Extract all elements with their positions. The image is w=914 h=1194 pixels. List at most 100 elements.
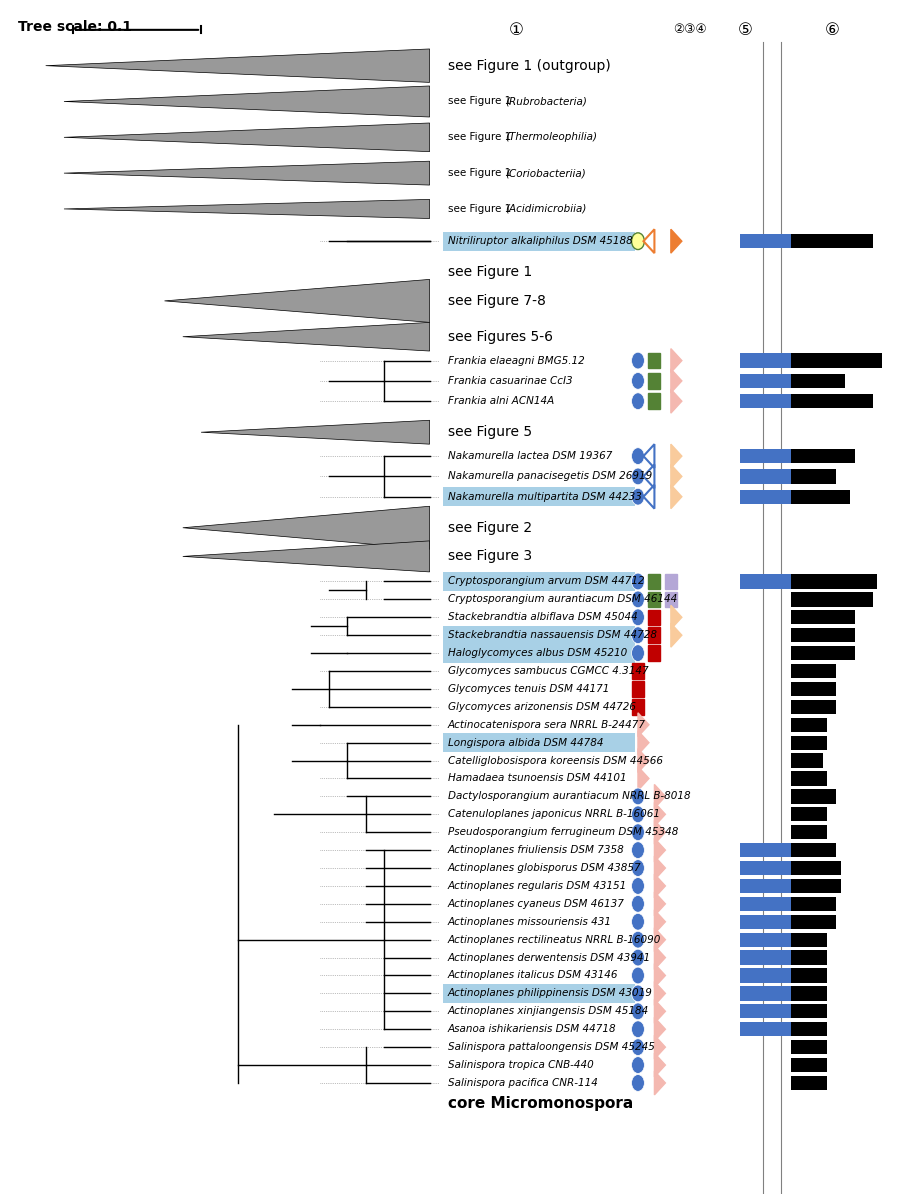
FancyBboxPatch shape xyxy=(740,394,791,408)
Text: Glycomyces arizonensis DSM 44726: Glycomyces arizonensis DSM 44726 xyxy=(448,702,636,712)
FancyBboxPatch shape xyxy=(665,573,676,589)
Polygon shape xyxy=(64,199,430,219)
Text: (Rubrobacteria): (Rubrobacteria) xyxy=(505,97,587,106)
Polygon shape xyxy=(64,86,430,117)
Circle shape xyxy=(632,1003,644,1020)
Text: see Figure 1: see Figure 1 xyxy=(448,133,515,142)
Polygon shape xyxy=(671,464,682,488)
Circle shape xyxy=(632,233,644,250)
Circle shape xyxy=(632,448,644,464)
FancyBboxPatch shape xyxy=(791,753,823,768)
FancyBboxPatch shape xyxy=(649,628,660,642)
Polygon shape xyxy=(183,322,430,351)
FancyBboxPatch shape xyxy=(740,234,791,248)
Circle shape xyxy=(632,806,644,823)
Polygon shape xyxy=(638,731,649,755)
Circle shape xyxy=(632,352,644,369)
Text: Actinoplanes friuliensis DSM 7358: Actinoplanes friuliensis DSM 7358 xyxy=(448,845,624,855)
FancyBboxPatch shape xyxy=(632,700,643,714)
Text: ②③④: ②③④ xyxy=(674,24,707,36)
Circle shape xyxy=(632,1075,644,1091)
FancyBboxPatch shape xyxy=(740,861,791,875)
Text: Actinoplanes globisporus DSM 43857: Actinoplanes globisporus DSM 43857 xyxy=(448,863,642,873)
Text: Dactylosporangium aurantiacum NRRL B-8018: Dactylosporangium aurantiacum NRRL B-801… xyxy=(448,792,690,801)
Circle shape xyxy=(632,393,644,410)
Text: Actinoplanes rectilineatus NRRL B-16090: Actinoplanes rectilineatus NRRL B-16090 xyxy=(448,935,661,944)
Text: Frankia casuarinae CcI3: Frankia casuarinae CcI3 xyxy=(448,376,572,386)
Text: Actinoplanes cyaneus DSM 46137: Actinoplanes cyaneus DSM 46137 xyxy=(448,899,625,909)
Text: Frankia elaeagni BMG5.12: Frankia elaeagni BMG5.12 xyxy=(448,356,585,365)
Polygon shape xyxy=(183,541,430,572)
Text: Actinoplanes italicus DSM 43146: Actinoplanes italicus DSM 43146 xyxy=(448,971,619,980)
Polygon shape xyxy=(183,506,430,549)
Text: Hamadaea tsunoensis DSM 44101: Hamadaea tsunoensis DSM 44101 xyxy=(448,774,626,783)
FancyBboxPatch shape xyxy=(443,644,635,663)
Polygon shape xyxy=(654,874,665,898)
Polygon shape xyxy=(654,892,665,916)
Polygon shape xyxy=(671,444,682,468)
Text: Catenuloplanes japonicus NRRL B-16061: Catenuloplanes japonicus NRRL B-16061 xyxy=(448,810,660,819)
Text: see Figure 1 (outgroup): see Figure 1 (outgroup) xyxy=(448,59,611,73)
FancyBboxPatch shape xyxy=(740,1022,791,1036)
Text: see Figure 1: see Figure 1 xyxy=(448,204,515,214)
Text: see Figures 5-6: see Figures 5-6 xyxy=(448,330,553,344)
Polygon shape xyxy=(671,485,682,509)
Polygon shape xyxy=(46,49,430,82)
FancyBboxPatch shape xyxy=(632,663,643,678)
Text: Salinispora pacifica CNR-114: Salinispora pacifica CNR-114 xyxy=(448,1078,598,1088)
Text: Actinoplanes missouriensis 431: Actinoplanes missouriensis 431 xyxy=(448,917,611,927)
Circle shape xyxy=(632,573,644,590)
Text: (Thermoleophilia): (Thermoleophilia) xyxy=(505,133,597,142)
Polygon shape xyxy=(638,749,649,773)
Text: see Figure 2: see Figure 2 xyxy=(448,521,532,535)
Polygon shape xyxy=(638,713,649,737)
FancyBboxPatch shape xyxy=(791,1022,827,1036)
Polygon shape xyxy=(654,964,665,987)
FancyBboxPatch shape xyxy=(791,861,841,875)
Text: Cryptosporangium arvum DSM 44712: Cryptosporangium arvum DSM 44712 xyxy=(448,577,644,586)
Polygon shape xyxy=(654,1035,665,1059)
FancyBboxPatch shape xyxy=(740,374,791,388)
Polygon shape xyxy=(654,1017,665,1041)
Circle shape xyxy=(632,985,644,1002)
Text: see Figure 1: see Figure 1 xyxy=(448,168,515,178)
FancyBboxPatch shape xyxy=(740,490,791,504)
Polygon shape xyxy=(671,349,682,373)
Text: Glycomyces tenuis DSM 44171: Glycomyces tenuis DSM 44171 xyxy=(448,684,610,694)
Text: Nakamurella lactea DSM 19367: Nakamurella lactea DSM 19367 xyxy=(448,451,612,461)
Circle shape xyxy=(632,913,644,930)
FancyBboxPatch shape xyxy=(740,1004,791,1018)
Circle shape xyxy=(632,645,644,661)
Polygon shape xyxy=(654,856,665,880)
Text: (Acidimicrobiia): (Acidimicrobiia) xyxy=(505,204,586,214)
Circle shape xyxy=(632,931,644,948)
FancyBboxPatch shape xyxy=(791,915,836,929)
Polygon shape xyxy=(654,784,665,808)
FancyBboxPatch shape xyxy=(791,789,836,804)
FancyBboxPatch shape xyxy=(443,572,635,591)
FancyBboxPatch shape xyxy=(791,700,836,714)
FancyBboxPatch shape xyxy=(443,984,635,1003)
Polygon shape xyxy=(638,767,649,790)
Text: Catelliglobosispora koreensis DSM 44566: Catelliglobosispora koreensis DSM 44566 xyxy=(448,756,663,765)
Circle shape xyxy=(632,488,644,505)
Polygon shape xyxy=(671,229,682,253)
FancyBboxPatch shape xyxy=(791,843,836,857)
Text: Salinispora tropica CNB-440: Salinispora tropica CNB-440 xyxy=(448,1060,593,1070)
Polygon shape xyxy=(201,420,430,444)
Circle shape xyxy=(632,788,644,805)
Circle shape xyxy=(632,842,644,858)
FancyBboxPatch shape xyxy=(791,664,836,678)
Polygon shape xyxy=(654,981,665,1005)
Text: core Micromonospora: core Micromonospora xyxy=(448,1096,633,1110)
FancyBboxPatch shape xyxy=(649,573,660,589)
FancyBboxPatch shape xyxy=(791,234,873,248)
Text: Stackebrandtia nassauensis DSM 44728: Stackebrandtia nassauensis DSM 44728 xyxy=(448,630,657,640)
Text: Actinoplanes xinjiangensis DSM 45184: Actinoplanes xinjiangensis DSM 45184 xyxy=(448,1007,649,1016)
Circle shape xyxy=(632,609,644,626)
Polygon shape xyxy=(654,820,665,844)
Polygon shape xyxy=(64,161,430,185)
Circle shape xyxy=(632,949,644,966)
Polygon shape xyxy=(654,928,665,952)
Polygon shape xyxy=(671,389,682,413)
